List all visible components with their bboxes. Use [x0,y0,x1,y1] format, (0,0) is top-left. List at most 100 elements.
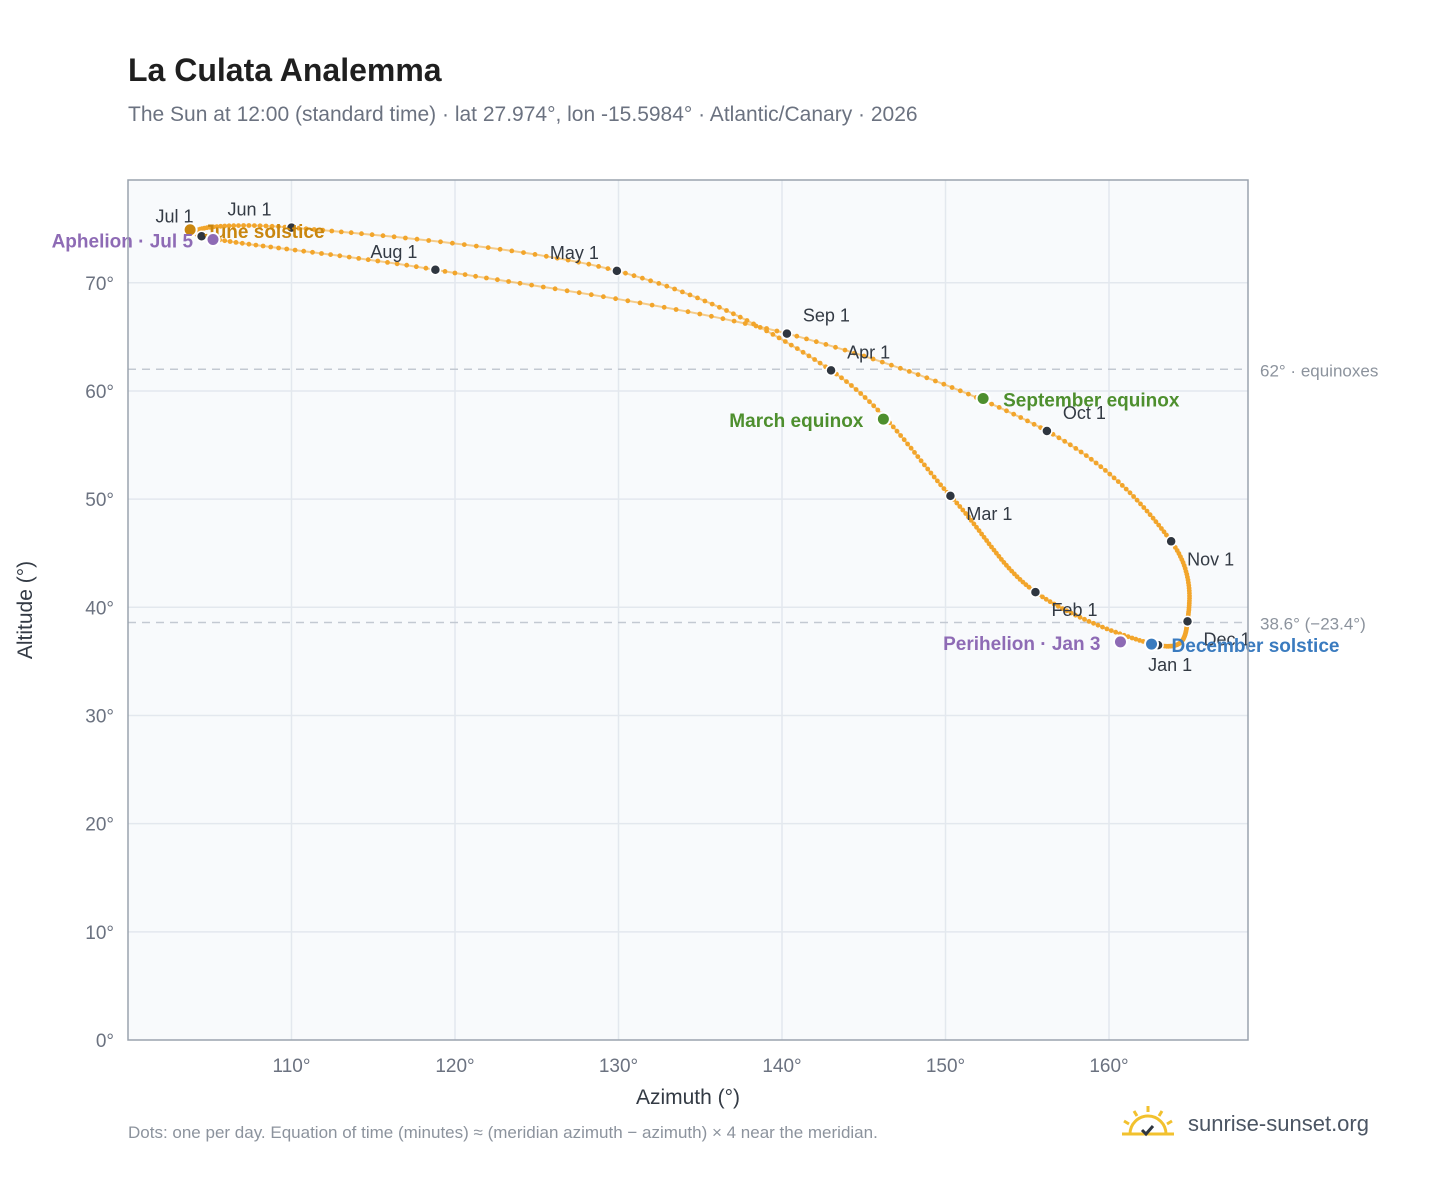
daily-dot [931,474,937,480]
daily-dot [222,238,228,244]
daily-dot [484,275,489,281]
daily-dot [1093,460,1099,466]
daily-dot [924,375,930,381]
daily-dot [257,223,263,229]
month-marker [944,490,957,502]
daily-dot [1055,603,1061,609]
daily-dot [380,233,386,239]
daily-dot [1095,622,1101,628]
daily-dot [823,342,829,347]
daily-dot [731,311,736,317]
daily-dot [709,301,715,307]
daily-dot [311,227,317,232]
daily-dot [908,445,914,451]
daily-dot [842,347,848,353]
daily-dot [1156,522,1162,528]
daily-dot [1153,519,1159,525]
daily-dot [625,298,631,304]
daily-dot [1107,471,1113,477]
daily-dot [753,323,759,329]
daily-dot [989,401,995,407]
daily-dot [1129,635,1135,641]
daily-dot [1077,614,1083,620]
daily-dot [1073,446,1079,451]
daily-dot [687,292,693,298]
daily-dot [1113,629,1119,635]
daily-dot [226,223,232,229]
daily-dot [292,247,298,253]
month-label: Feb 1 [1051,600,1097,620]
brand-logo[interactable]: sunrise-sunset.org [1120,1102,1369,1146]
event-marker [1144,636,1160,652]
daily-dot [640,275,645,281]
daily-dot [782,339,788,344]
daily-dot [661,304,667,310]
daily-dot [724,308,729,313]
daily-dot [894,428,900,434]
daily-dot [426,238,432,243]
daily-dot [509,248,515,254]
daily-dot [637,300,643,306]
month-marker [1041,425,1053,437]
daily-dot [423,265,429,271]
daily-dot [338,229,344,235]
daily-dot [867,399,872,405]
daily-dot [1088,456,1094,462]
daily-dot [403,235,408,241]
daily-dot [296,225,301,231]
chart-title: La Culata Analemma [128,52,442,88]
daily-dot [1086,619,1092,624]
daily-dot [329,228,335,234]
daily-dot [875,407,881,413]
daily-dot [1011,411,1017,417]
y-tick-label: 50° [85,490,114,511]
month-marker [781,327,793,340]
daily-dot [310,249,315,255]
axis-ticks: 110° 120° 130° 140° 150° 160° 0° 10° 20° 30° 40° 50… [85,274,1128,1077]
daily-dot [543,253,549,259]
daily-dot [806,353,812,359]
daily-dot [649,302,655,308]
daily-dot [918,458,924,464]
daily-dot [462,272,468,277]
daily-dot [697,311,703,317]
daily-dot [276,224,281,230]
daily-dot [413,264,419,270]
month-marker [429,264,442,276]
daily-dot [742,321,748,326]
month-label: Mar 1 [966,504,1012,524]
daily-dot [252,223,257,229]
daily-dot [664,283,670,289]
month-marker [611,265,623,277]
daily-dot [839,375,844,381]
daily-dot [1147,512,1153,518]
daily-dot [605,266,611,271]
daily-dot [968,518,974,523]
daily-dot [844,379,849,384]
daily-dot [337,253,343,259]
daily-dot [269,223,275,229]
daily-dot [1025,418,1030,424]
event-label: Perihelion · Jan 3 [943,634,1100,655]
daily-dot [862,395,868,400]
daily-dot [957,504,963,509]
daily-dot [957,388,963,394]
x-tick-label: 160° [1089,1056,1128,1077]
daily-dot [788,342,794,348]
daily-dot [996,405,1002,410]
daily-dot [473,273,478,279]
daily-dot [976,528,982,533]
sun-logo-icon [1122,1106,1174,1137]
daily-dot [452,270,458,276]
daily-dot [1004,408,1009,414]
daily-dot [517,280,523,286]
reference-lines: 62° · equinoxes 38.6° (−23.4°) [128,361,1378,633]
daily-dot [941,381,947,387]
daily-dot [1062,438,1068,444]
daily-dot [586,261,592,267]
event-label: June solstice [204,222,324,243]
daily-dot [301,248,307,254]
daily-dot [239,240,245,246]
daily-dot [303,226,309,232]
daily-dot [1127,490,1133,496]
